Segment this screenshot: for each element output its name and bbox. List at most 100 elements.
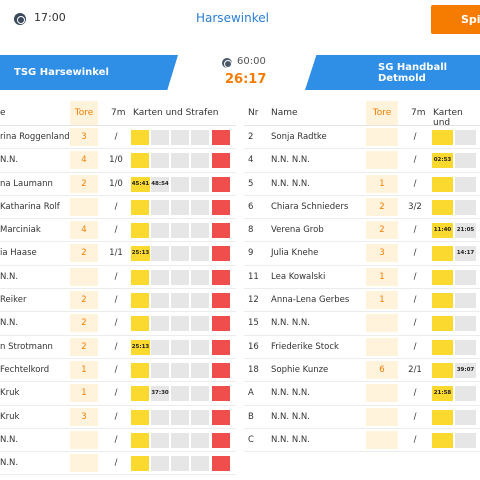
card-slot[interactable] <box>212 339 230 355</box>
table-row[interactable]: ia Haase 2 1/1 25:13 <box>0 242 236 266</box>
table-row[interactable]: A N.N. N.N. / 21:58 <box>244 382 480 406</box>
card-slot[interactable] <box>191 293 209 309</box>
card-slot[interactable] <box>171 339 189 355</box>
card-slot[interactable] <box>151 130 169 145</box>
card-slot[interactable] <box>171 246 189 262</box>
card-slot[interactable]: 25:13 <box>131 246 150 262</box>
card-slot[interactable] <box>432 339 453 355</box>
card-slot[interactable] <box>131 316 149 332</box>
table-row[interactable]: 16 Friederike Stock / <box>244 336 480 359</box>
card-slot[interactable] <box>455 409 476 425</box>
card-slot[interactable] <box>212 456 230 472</box>
card-slot[interactable] <box>191 223 209 239</box>
table-row[interactable]: 12 Anna-Lena Gerbes 1 / <box>244 289 480 313</box>
table-row[interactable]: Kruk 1 / 37:30 <box>0 382 236 406</box>
table-row[interactable]: Marciniak 4 / <box>0 219 236 243</box>
card-slot[interactable]: 25:13 <box>131 339 150 355</box>
table-row[interactable]: N.N. / <box>0 266 236 290</box>
card-slot[interactable] <box>171 386 189 402</box>
card-slot[interactable] <box>171 223 189 239</box>
card-slot[interactable] <box>191 409 209 425</box>
card-slot[interactable] <box>151 293 169 309</box>
card-slot[interactable] <box>131 153 149 169</box>
card-slot[interactable]: 14:17 <box>455 246 476 262</box>
card-slot[interactable] <box>432 269 453 285</box>
card-slot[interactable] <box>191 386 209 402</box>
card-slot[interactable] <box>432 176 453 192</box>
card-slot[interactable] <box>151 339 169 355</box>
card-slot[interactable] <box>432 432 453 448</box>
card-slot[interactable] <box>191 339 209 355</box>
card-slot[interactable] <box>151 362 169 378</box>
card-slot[interactable] <box>131 409 149 425</box>
card-slot[interactable] <box>131 456 149 472</box>
card-slot[interactable] <box>131 362 149 378</box>
card-slot[interactable] <box>212 409 230 425</box>
card-slot[interactable] <box>171 199 189 215</box>
spiel-button[interactable]: Spiel <box>431 5 480 34</box>
card-slot[interactable] <box>191 153 209 169</box>
card-slot[interactable]: 11:40 <box>432 223 453 239</box>
card-slot[interactable] <box>151 269 169 285</box>
table-row[interactable]: rina Roggenland 3 / <box>0 126 236 150</box>
card-slot[interactable] <box>212 386 230 402</box>
card-slot[interactable] <box>191 456 209 472</box>
table-row[interactable]: N.N. / <box>0 429 236 453</box>
card-slot[interactable] <box>455 130 476 145</box>
table-row[interactable]: N.N. 2 / <box>0 312 236 336</box>
card-slot[interactable] <box>432 293 453 309</box>
card-slot[interactable] <box>212 199 230 215</box>
card-slot[interactable] <box>455 199 476 215</box>
card-slot[interactable] <box>455 293 476 309</box>
card-slot[interactable] <box>432 199 453 215</box>
table-row[interactable]: B N.N. N.N. / <box>244 406 480 429</box>
table-row[interactable]: N.N. 4 1/0 <box>0 149 236 173</box>
card-slot[interactable] <box>151 456 169 472</box>
card-slot[interactable] <box>191 176 209 192</box>
card-slot[interactable] <box>151 316 169 332</box>
card-slot[interactable] <box>151 432 169 448</box>
venue-link[interactable]: Harsewinkel <box>196 11 269 25</box>
card-slot[interactable] <box>455 153 476 169</box>
card-slot[interactable] <box>151 246 169 262</box>
card-slot[interactable] <box>191 269 209 285</box>
table-row[interactable]: 9 Julia Knehe 3 / 14:17 <box>244 242 480 266</box>
card-slot[interactable] <box>191 246 209 262</box>
table-row[interactable]: 2 Sonja Radtke / <box>244 126 480 150</box>
card-slot[interactable] <box>191 130 209 145</box>
card-slot[interactable]: 21:58 <box>432 386 453 402</box>
card-slot[interactable] <box>212 432 230 448</box>
card-slot[interactable] <box>212 269 230 285</box>
card-slot[interactable] <box>131 293 149 309</box>
card-slot[interactable] <box>151 153 169 169</box>
table-row[interactable]: 5 N.N. N.N. 1 / <box>244 173 480 196</box>
card-slot[interactable] <box>455 339 476 355</box>
card-slot[interactable] <box>455 316 476 332</box>
card-slot[interactable] <box>432 316 453 332</box>
card-slot[interactable] <box>212 316 230 332</box>
card-slot[interactable] <box>191 316 209 332</box>
card-slot[interactable] <box>171 153 189 169</box>
table-row[interactable]: 8 Verena Grob 2 / 11:40 21:05 <box>244 219 480 243</box>
table-row[interactable]: 15 N.N. N.N. / <box>244 312 480 336</box>
card-slot[interactable] <box>131 386 149 402</box>
card-slot[interactable] <box>432 130 453 145</box>
away-team-banner[interactable]: SG Handball Detmold <box>305 55 480 90</box>
card-slot[interactable]: 39:07 <box>455 362 476 378</box>
card-slot[interactable]: 02:53 <box>432 153 453 169</box>
home-team-banner[interactable]: TSG Harsewinkel <box>0 55 178 90</box>
card-slot[interactable] <box>131 432 149 448</box>
card-slot[interactable] <box>455 386 476 402</box>
table-row[interactable]: na Laumann 2 1/0 45:41 48:54 <box>0 173 236 196</box>
card-slot[interactable] <box>151 199 169 215</box>
table-row[interactable]: Fechtelkord 1 / <box>0 359 236 383</box>
card-slot[interactable] <box>455 269 476 285</box>
card-slot[interactable] <box>212 246 230 262</box>
card-slot[interactable] <box>212 293 230 309</box>
card-slot[interactable] <box>171 176 189 192</box>
card-slot[interactable] <box>171 130 189 145</box>
card-slot[interactable] <box>455 176 476 192</box>
card-slot[interactable] <box>131 130 149 145</box>
card-slot[interactable] <box>131 199 149 215</box>
card-slot[interactable] <box>171 293 189 309</box>
